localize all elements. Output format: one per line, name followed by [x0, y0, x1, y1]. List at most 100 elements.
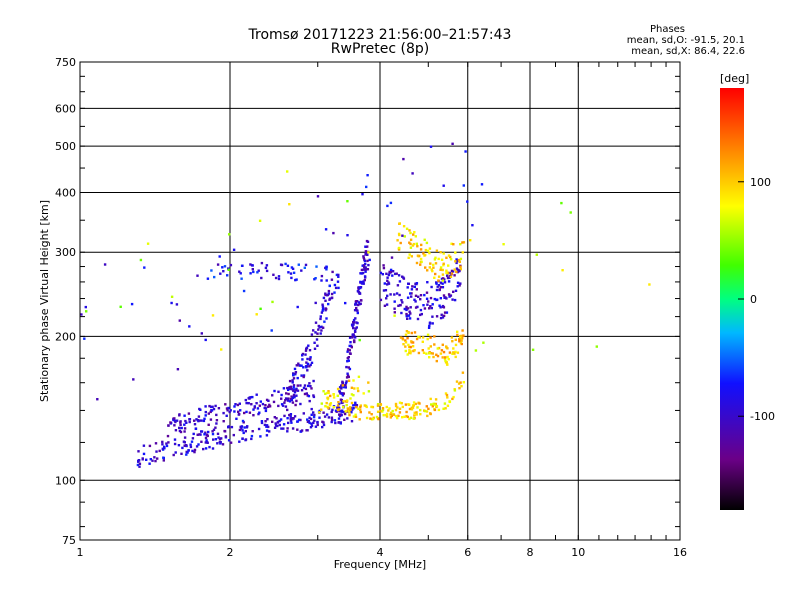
- data-point: [415, 261, 419, 265]
- data-point: [313, 413, 316, 417]
- data-point: [425, 405, 428, 408]
- data-point: [405, 307, 408, 311]
- data-point: [405, 414, 408, 418]
- data-point: [429, 345, 432, 348]
- data-point: [412, 242, 416, 246]
- data-point: [340, 387, 343, 390]
- data-point: [324, 405, 327, 408]
- data-point: [234, 403, 237, 406]
- data-point: [429, 305, 432, 308]
- data-point: [402, 225, 406, 228]
- data-point: [364, 245, 367, 248]
- data-point: [443, 281, 447, 284]
- data-point: [316, 423, 319, 427]
- data-point: [448, 271, 452, 275]
- data-point: [366, 268, 370, 271]
- data-point: [399, 241, 402, 245]
- data-point: [354, 300, 358, 303]
- data-point: [337, 417, 341, 420]
- colorbar: [deg] 100 0 -100: [720, 72, 775, 510]
- data-point: [409, 242, 412, 246]
- data-point: [390, 411, 393, 414]
- data-point: [350, 411, 353, 414]
- data-point: [431, 315, 434, 318]
- data-point: [294, 389, 298, 392]
- data-point: [431, 322, 434, 325]
- data-point: [359, 302, 362, 305]
- data-point: [396, 406, 399, 409]
- data-point: [451, 142, 454, 145]
- data-point: [440, 313, 443, 316]
- data-point: [436, 354, 440, 358]
- data-point: [446, 347, 449, 350]
- data-point: [434, 398, 438, 401]
- data-point: [337, 402, 341, 406]
- data-point: [291, 379, 294, 382]
- data-point: [347, 409, 350, 412]
- data-point: [266, 405, 270, 408]
- data-point: [455, 380, 459, 383]
- data-point: [191, 449, 194, 453]
- y-tick-label: 300: [55, 246, 76, 259]
- data-point: [367, 381, 370, 384]
- data-point: [456, 351, 460, 354]
- data-point: [277, 390, 280, 393]
- data-point: [319, 315, 322, 318]
- phase-stats-heading: Phases: [649, 24, 686, 35]
- data-point: [460, 334, 463, 338]
- data-point: [258, 404, 261, 407]
- data-point: [347, 366, 350, 369]
- data-point: [265, 429, 269, 432]
- data-point: [337, 401, 340, 404]
- data-point: [289, 415, 292, 418]
- data-point: [397, 414, 400, 417]
- data-point: [263, 406, 266, 410]
- data-point: [394, 404, 398, 408]
- data-point: [204, 441, 207, 444]
- data-point: [287, 421, 290, 425]
- data-point: [414, 235, 417, 238]
- data-point: [384, 289, 388, 292]
- data-point: [324, 292, 327, 295]
- data-point: [355, 321, 358, 324]
- data-point: [228, 233, 231, 236]
- data-point: [343, 418, 346, 421]
- data-point: [293, 415, 297, 418]
- data-point: [267, 399, 270, 402]
- data-point: [363, 259, 367, 263]
- data-point: [396, 416, 399, 420]
- data-point: [458, 269, 461, 273]
- data-point: [357, 389, 360, 393]
- data-point: [370, 405, 373, 409]
- data-point: [204, 436, 208, 440]
- data-point: [227, 439, 231, 442]
- data-point: [560, 201, 563, 205]
- data-point: [408, 310, 411, 313]
- data-point: [204, 414, 207, 417]
- data-point: [357, 303, 360, 307]
- data-point: [334, 421, 337, 425]
- data-point: [410, 292, 413, 295]
- x-axis-label: Frequency [MHz]: [334, 558, 426, 571]
- data-point: [407, 403, 410, 406]
- data-point: [286, 427, 289, 430]
- data-point: [316, 421, 319, 424]
- data-point: [343, 412, 347, 416]
- data-point: [398, 401, 402, 404]
- data-point: [413, 231, 416, 234]
- data-point: [446, 271, 450, 274]
- data-point: [247, 397, 250, 400]
- data-point: [240, 425, 244, 428]
- data-point: [203, 417, 206, 420]
- data-point: [286, 399, 290, 402]
- data-point: [326, 396, 330, 399]
- data-point: [439, 251, 442, 254]
- data-point: [352, 321, 356, 324]
- axis-ticks: 1 2 4 6 8 10 16 75 100 200 300 400 500 600 750: [55, 56, 687, 559]
- x-tick-label: 10: [571, 546, 585, 559]
- data-point: [280, 427, 283, 430]
- data-point: [193, 450, 196, 454]
- data-point: [305, 361, 308, 364]
- data-point: [330, 418, 334, 421]
- data-point: [389, 201, 393, 205]
